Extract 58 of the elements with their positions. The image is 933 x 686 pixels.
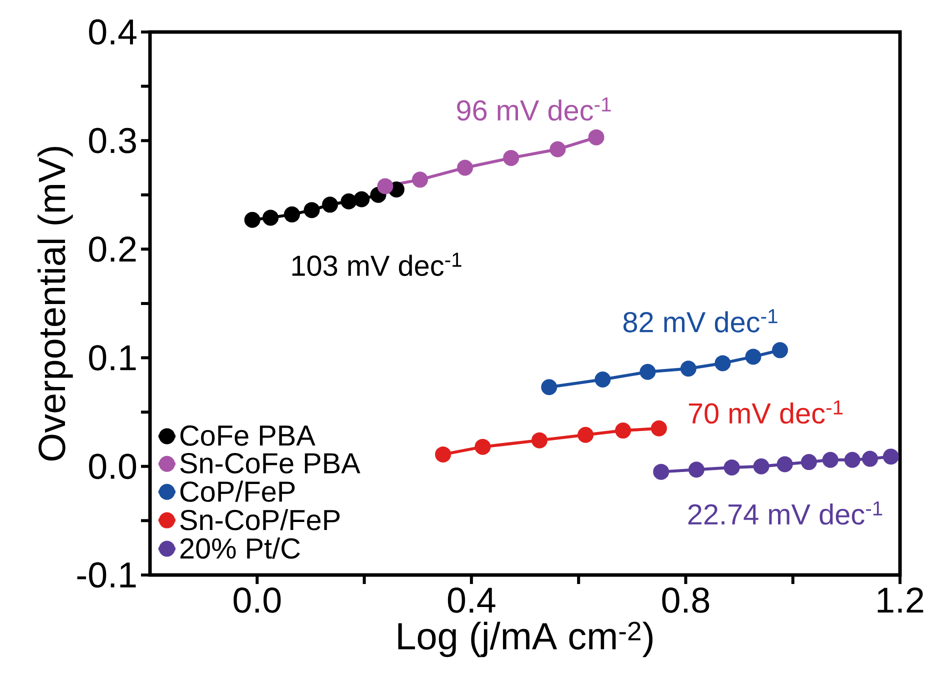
point [550, 141, 566, 158]
point [594, 372, 611, 388]
y-tick-label: 0.1 [89, 345, 136, 370]
point [772, 342, 788, 358]
point [882, 448, 899, 465]
point [304, 202, 320, 218]
point [322, 196, 338, 213]
point [412, 172, 428, 188]
point [640, 364, 656, 380]
y-tick-label: -0.1 [77, 562, 136, 588]
point [844, 452, 860, 468]
x-axis-title: Log (j/mA cm$^{-2}$) [398, 622, 652, 658]
y-axis-title: Overpotential (mV) [38, 147, 73, 461]
point [650, 420, 667, 436]
point [262, 210, 279, 226]
x-tick-label: 0.0 [234, 588, 281, 613]
point [714, 355, 731, 372]
x-tick-label: 0.8 [662, 588, 710, 613]
point [474, 438, 491, 455]
point [653, 464, 670, 480]
point [578, 426, 594, 443]
point [284, 206, 300, 222]
annotation: 22.74 mV dec$^{-1}$ [688, 501, 882, 525]
annotation: 82 mV dec$^{-1}$ [623, 309, 778, 332]
y-tick-label: 0.3 [89, 128, 136, 154]
x-tick-label: 1.2 [878, 588, 924, 613]
point [354, 191, 370, 208]
point [724, 459, 740, 476]
point [588, 129, 604, 146]
point [862, 450, 878, 467]
y-tick-label: 0.2 [89, 236, 136, 262]
point [531, 432, 548, 448]
point [435, 446, 452, 462]
point [503, 150, 520, 166]
point [680, 360, 696, 377]
point [615, 422, 632, 439]
point [377, 178, 394, 194]
point [822, 452, 838, 468]
legend-label: 20% Pt/C [180, 538, 300, 559]
point [753, 458, 770, 474]
annotation: 96 mV dec$^{-1}$ [457, 98, 611, 121]
y-tick-label: 0.4 [89, 19, 136, 45]
annotation: 103 mV dec$^{-1}$ [292, 252, 462, 276]
point [457, 160, 474, 176]
point [745, 348, 762, 365]
legend-label: Sn-CoP/FeP [180, 509, 340, 530]
x-tick-label: 0.4 [448, 588, 496, 613]
point [340, 193, 357, 210]
point [541, 379, 558, 396]
annotation: 70 mV dec$^{-1}$ [688, 400, 843, 424]
legend-label: Sn-CoFe PBA [180, 453, 360, 474]
legend-label: CoFe PBA [180, 425, 316, 446]
point [776, 456, 793, 472]
point [800, 454, 817, 470]
legend-label: CoP/FeP [180, 480, 295, 502]
point [244, 212, 260, 228]
y-tick-label: 0.0 [89, 454, 136, 480]
point [688, 462, 704, 478]
